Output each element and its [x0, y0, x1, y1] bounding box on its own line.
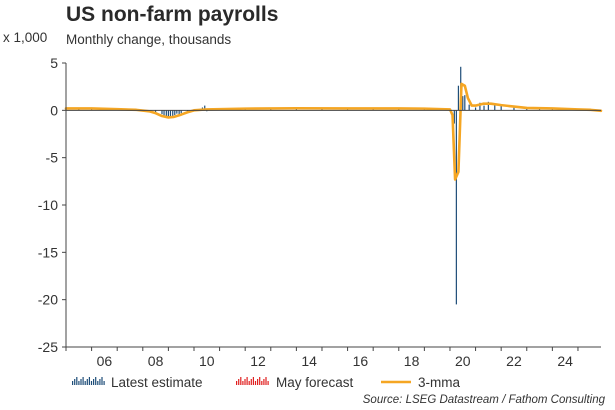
legend-swatch-bar	[261, 381, 263, 385]
line-series-layer	[64, 82, 603, 181]
bar-mark	[453, 110, 455, 124]
x-tick-label: 08	[148, 353, 164, 369]
y-tick-label: -5	[46, 150, 59, 166]
legend-swatch-bar	[240, 377, 242, 385]
bar-mark	[167, 110, 169, 118]
y-tick-label: -10	[38, 197, 58, 213]
bar-mark	[455, 110, 457, 305]
legend-swatch-bar	[101, 377, 103, 385]
legend-swatch-bar	[80, 379, 82, 385]
bar-mark	[487, 101, 489, 111]
legend-swatch-bar	[257, 379, 259, 385]
legend-swatch-bar	[84, 381, 86, 385]
bar-mark	[468, 104, 470, 111]
legend-swatch-bar	[103, 381, 105, 385]
chart-subtitle: Monthly change, thousands	[66, 32, 232, 47]
legend-swatch-bar	[97, 381, 99, 385]
bar-mark	[176, 110, 178, 114]
legend-swatch-bar	[267, 381, 269, 385]
axes-layer: 5 0 -5 -10 -15 -20 -25 06 08 10 12 14 16 18 20 22 24	[38, 55, 601, 369]
bar-mark	[165, 110, 167, 117]
bar-mark	[204, 105, 206, 111]
bar-mark	[474, 107, 477, 111]
legend-swatch-bar	[99, 379, 101, 385]
legend-swatch-bar	[263, 379, 265, 385]
x-tick-label: 12	[250, 353, 266, 369]
bar-mark	[163, 110, 165, 117]
bar-mark	[178, 110, 180, 115]
legend-swatch-bar	[242, 381, 244, 385]
bar-mark	[513, 106, 515, 111]
x-tick-label: 22	[506, 353, 522, 369]
bar-mark	[161, 110, 163, 115]
legend: Latest estimate May forecast 3-mma	[72, 375, 460, 390]
bar-mark	[483, 105, 485, 111]
x-tick-label: 24	[557, 353, 573, 369]
legend-swatch-bar	[236, 381, 238, 385]
legend-label: May forecast	[276, 375, 354, 390]
bar-series-layer	[65, 66, 598, 305]
bar-mark	[180, 110, 182, 114]
x-tick-label: 20	[455, 353, 471, 369]
bar-mark	[174, 110, 176, 116]
bar-mark	[172, 110, 174, 118]
legend-swatch-bar	[76, 377, 78, 385]
legend-label: Latest estimate	[111, 375, 203, 390]
legend-swatch-bar	[265, 377, 267, 385]
bar-mark	[457, 85, 460, 111]
source-note: Source: LSEG Datastream / Fathom Consult…	[362, 394, 605, 406]
legend-swatch-bar	[95, 377, 97, 385]
legend-swatch-bar	[259, 377, 261, 385]
legend-swatch-bar	[252, 377, 254, 385]
y-tick-label: -20	[38, 292, 58, 308]
legend-swatch-bar	[250, 379, 252, 385]
legend-swatch-bar	[93, 379, 95, 385]
y-tick-label: -15	[38, 244, 58, 260]
bar-mark	[154, 110, 157, 113]
x-tick-label: 10	[199, 353, 215, 369]
y-axis-unit-label: x 1,000	[3, 30, 48, 45]
bar-mark	[464, 95, 466, 111]
legend-label: 3-mma	[418, 375, 460, 390]
legend-swatch-bar	[246, 377, 248, 385]
x-tick-label: 14	[301, 353, 317, 369]
legend-swatch-bar	[74, 379, 76, 385]
legend-swatch-bar	[90, 381, 93, 385]
legend-swatch-bar	[88, 377, 90, 385]
bar-mark	[500, 104, 502, 111]
x-tick-label: 06	[97, 353, 113, 369]
bar-mark	[462, 96, 464, 111]
line-series-3mma	[64, 82, 603, 181]
legend-swatch-bar	[86, 379, 88, 385]
legend-swatch-bar	[78, 381, 80, 385]
bar-mark	[479, 102, 481, 111]
x-tick-label: 18	[404, 353, 420, 369]
bar-mark	[494, 103, 496, 111]
chart-title: US non-farm payrolls	[66, 3, 279, 26]
bar-mark	[169, 110, 172, 117]
legend-swatch-bar	[248, 381, 250, 385]
y-tick-label: 5	[50, 55, 58, 71]
legend-swatch-bar	[244, 379, 246, 385]
legend-swatch-bar	[72, 381, 74, 385]
legend-swatch-bar	[238, 379, 240, 385]
x-tick-label: 16	[353, 353, 369, 369]
y-tick-label: 0	[50, 102, 58, 118]
legend-swatch-bar	[82, 377, 84, 385]
legend-swatch-bar	[254, 381, 257, 385]
y-tick-label: -25	[38, 339, 58, 355]
